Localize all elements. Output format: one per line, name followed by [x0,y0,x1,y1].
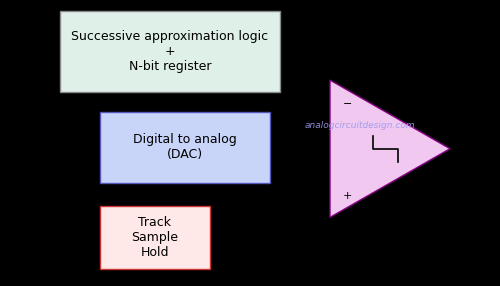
FancyBboxPatch shape [100,206,210,269]
Text: +: + [342,191,352,201]
Text: Track
Sample
Hold: Track Sample Hold [132,216,178,259]
FancyBboxPatch shape [100,112,270,183]
Text: analogcircuitdesign.com: analogcircuitdesign.com [304,121,416,130]
Polygon shape [330,80,450,217]
Text: −: − [342,100,352,109]
FancyBboxPatch shape [60,11,280,92]
Text: Digital to analog
(DAC): Digital to analog (DAC) [133,133,237,161]
Text: Successive approximation logic
+
N-bit register: Successive approximation logic + N-bit r… [72,30,268,73]
